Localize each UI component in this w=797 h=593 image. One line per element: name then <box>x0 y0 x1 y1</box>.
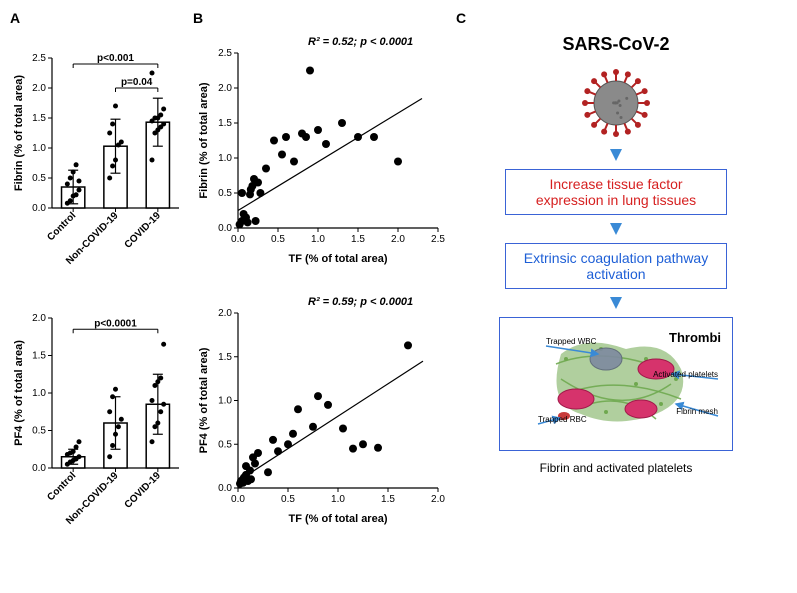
panel-c-column: C SARS-CoV-2 Increase tissue factor expr… <box>456 10 776 528</box>
arrow-1 <box>610 149 622 161</box>
svg-text:2.0: 2.0 <box>32 83 46 94</box>
svg-text:2.5: 2.5 <box>431 234 445 245</box>
svg-text:Fibrin mesh: Fibrin mesh <box>676 407 718 416</box>
svg-text:1.5: 1.5 <box>351 234 365 245</box>
svg-text:p<0.001: p<0.001 <box>97 53 134 64</box>
svg-text:Trapped RBC: Trapped RBC <box>538 415 587 424</box>
svg-text:1.5: 1.5 <box>381 494 395 505</box>
svg-text:0.0: 0.0 <box>32 203 46 214</box>
svg-text:COVID-19: COVID-19 <box>123 470 164 511</box>
panel-a-top-chart: 0.0 0.5 1.0 1.5 2.0 2.5 Fibrin (% of total are… <box>10 28 185 268</box>
panel-b-label: B <box>193 10 448 26</box>
panel-c-label: C <box>456 10 466 26</box>
svg-text:R² = 0.59; p < 0.0001: R² = 0.59; p < 0.0001 <box>308 296 413 308</box>
svg-text:0.0: 0.0 <box>218 223 232 234</box>
sars-title: SARS-CoV-2 <box>562 34 669 55</box>
box-tissue-factor: Increase tissue factor expression in lun… <box>505 169 727 215</box>
svg-text:0.0: 0.0 <box>218 483 232 494</box>
svg-text:2.5: 2.5 <box>32 53 46 64</box>
svg-text:0.5: 0.5 <box>271 234 285 245</box>
svg-text:COVID-19: COVID-19 <box>123 210 164 251</box>
svg-text:1.5: 1.5 <box>32 113 46 124</box>
svg-text:0.5: 0.5 <box>32 173 46 184</box>
svg-text:Fibrin (% of total area): Fibrin (% of total area) <box>13 75 25 191</box>
svg-text:R² = 0.52; p < 0.0001: R² = 0.52; p < 0.0001 <box>308 36 413 48</box>
svg-text:2.5: 2.5 <box>218 48 232 59</box>
svg-text:0.5: 0.5 <box>218 439 232 450</box>
svg-text:Fibrin (% of total area): Fibrin (% of total area) <box>198 82 210 198</box>
arrow-2 <box>610 223 622 235</box>
svg-text:Control: Control <box>45 470 78 503</box>
svg-text:1.5: 1.5 <box>32 351 46 362</box>
svg-text:1.0: 1.0 <box>32 143 46 154</box>
svg-text:1.0: 1.0 <box>218 153 232 164</box>
svg-text:1.5: 1.5 <box>218 118 232 129</box>
svg-text:Thrombi: Thrombi <box>669 330 721 345</box>
svg-text:2.0: 2.0 <box>32 313 46 324</box>
panel-b-top-chart: 0.0 0.5 1.0 1.5 2.0 2.5 0.0 0.5 1.0 1.5 2.0 2.5 Fibr… <box>193 28 448 268</box>
svg-text:2.0: 2.0 <box>218 83 232 94</box>
svg-text:1.0: 1.0 <box>331 494 345 505</box>
svg-text:p=0.04: p=0.04 <box>121 77 153 88</box>
figure-container: A 0.0 0.5 1.0 1.5 2.0 2.5 Fibrin (% of total a… <box>10 10 787 528</box>
svg-text:0.0: 0.0 <box>231 494 245 505</box>
svg-text:Activated platelets: Activated platelets <box>653 370 718 379</box>
svg-text:Control: Control <box>45 210 78 243</box>
svg-text:1.5: 1.5 <box>218 352 232 363</box>
svg-text:0.5: 0.5 <box>218 188 232 199</box>
svg-text:0.0: 0.0 <box>231 234 245 245</box>
svg-text:0.0: 0.0 <box>32 463 46 474</box>
panel-b-bottom-chart: 0.0 0.5 1.0 1.5 2.0 0.0 0.5 1.0 1.5 2.0 PF4 (% of … <box>193 288 448 528</box>
svg-text:TF (% of total area): TF (% of total area) <box>288 253 387 265</box>
svg-text:PF4 (% of total area): PF4 (% of total area) <box>13 340 25 446</box>
panel-a-label: A <box>10 10 185 26</box>
svg-text:1.0: 1.0 <box>32 388 46 399</box>
panel-a-bottom-chart: 0.0 0.5 1.0 1.5 2.0 PF4 (% of total area) Cont… <box>10 288 185 528</box>
svg-text:1.0: 1.0 <box>218 396 232 407</box>
panel-b-column: B 0.0 0.5 1.0 1.5 2.0 2.5 0.0 0.5 1.0 1.5 2.0 2.5 Fi… <box>193 10 448 528</box>
svg-text:PF4 (% of total area): PF4 (% of total area) <box>198 347 210 453</box>
svg-text:2.0: 2.0 <box>218 308 232 319</box>
svg-text:1.0: 1.0 <box>311 234 325 245</box>
arrow-3 <box>610 297 622 309</box>
thrombi-box: Thrombi Trapped WBC Trapped RBC Activated p… <box>499 317 733 451</box>
svg-text:Trapped WBC: Trapped WBC <box>546 337 597 346</box>
box-coagulation: Extrinsic coagulation pathway activation <box>505 243 727 289</box>
svg-text:2.0: 2.0 <box>391 234 405 245</box>
svg-text:0.5: 0.5 <box>281 494 295 505</box>
svg-text:0.5: 0.5 <box>32 426 46 437</box>
svg-text:TF (% of total area): TF (% of total area) <box>288 513 387 525</box>
svg-text:2.0: 2.0 <box>431 494 445 505</box>
svg-text:p<0.0001: p<0.0001 <box>94 318 137 329</box>
thrombi-caption: Fibrin and activated platelets <box>540 461 693 475</box>
panel-a-column: A 0.0 0.5 1.0 1.5 2.0 2.5 Fibrin (% of total a… <box>10 10 185 528</box>
virus-icon <box>571 61 661 141</box>
